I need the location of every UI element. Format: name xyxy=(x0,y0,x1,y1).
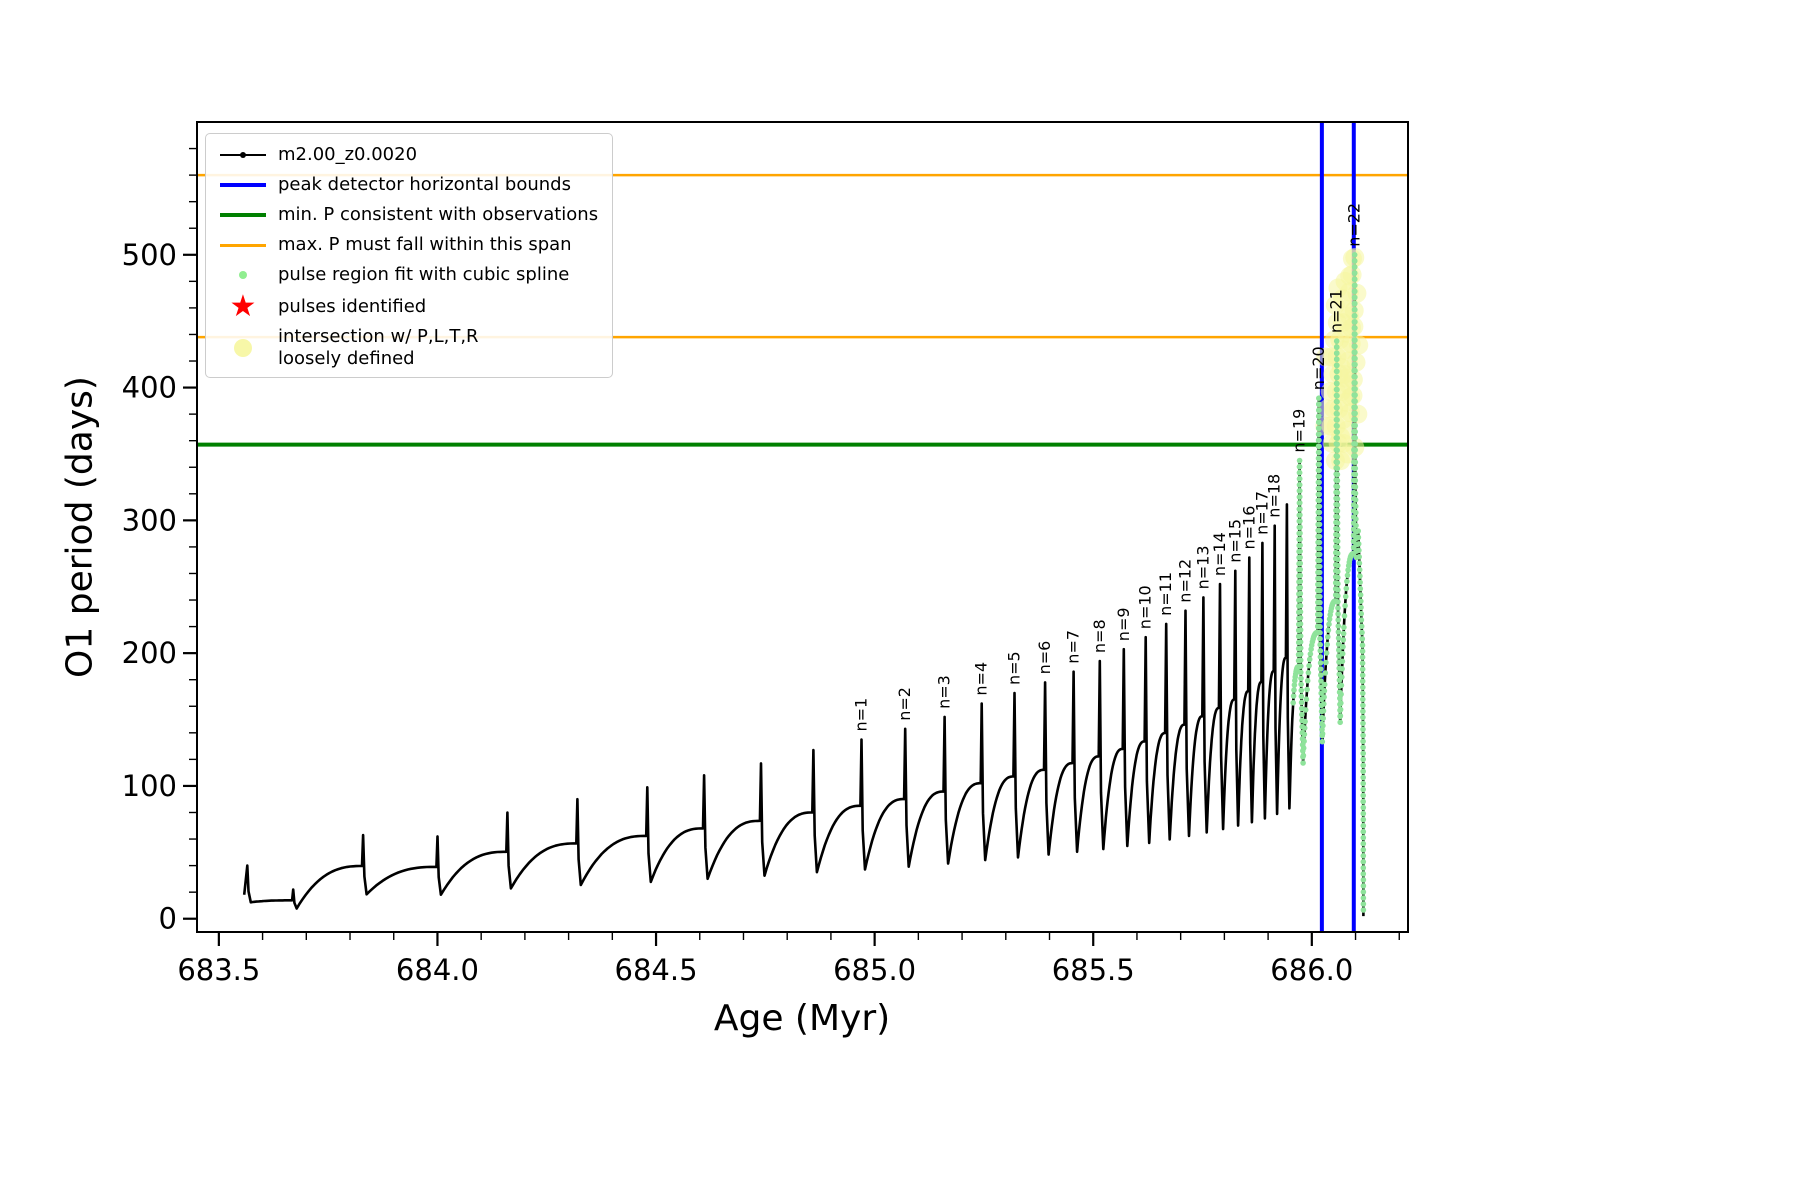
pulse-label: n=4 xyxy=(972,662,991,696)
legend-item-series: m2.00_z0.0020 xyxy=(220,142,598,168)
legend-item-min-p: min. P consistent with observations xyxy=(220,202,598,228)
x-tick-label: 685.5 xyxy=(1052,953,1135,987)
x-tick-label: 684.0 xyxy=(396,953,479,987)
pulse-label: n=9 xyxy=(1114,607,1133,641)
pulse-label: n=22 xyxy=(1345,203,1364,247)
legend: m2.00_z0.0020 peak detector horizontal b… xyxy=(205,133,614,379)
y-tick-label: 200 xyxy=(122,636,177,670)
blue-line-sample-icon xyxy=(220,183,266,187)
series-curve xyxy=(242,253,1365,917)
pulse-label: n=1 xyxy=(852,698,871,732)
spline-fit-dots xyxy=(1290,252,1367,913)
x-tick-label: 684.5 xyxy=(615,953,698,987)
pulse-label: n=21 xyxy=(1327,289,1346,333)
yellow-dot-sample-icon xyxy=(220,338,266,357)
pulse-label: n=6 xyxy=(1035,641,1054,675)
x-tick-label: 685.0 xyxy=(833,953,916,987)
legend-item-max-p: max. P must fall within this span xyxy=(220,232,598,258)
pulse-label: n=2 xyxy=(895,687,914,721)
pulse-label: n=19 xyxy=(1290,409,1309,453)
green-dot-sample-icon xyxy=(220,271,266,279)
plot-spine xyxy=(196,121,1409,933)
pulse-label: n=7 xyxy=(1064,630,1083,664)
pulse-label: n=11 xyxy=(1156,572,1175,616)
legend-item-label: peak detector horizontal bounds xyxy=(278,174,571,196)
x-tick-label: 686.0 xyxy=(1270,953,1353,987)
pulse-label: n=16 xyxy=(1239,506,1258,550)
pulse-label: n=14 xyxy=(1210,532,1229,576)
pulse-label: n=18 xyxy=(1265,474,1284,518)
series-line-sample-icon xyxy=(220,152,266,158)
plot-area xyxy=(242,247,1369,917)
y-tick-label: 0 xyxy=(159,902,177,936)
legend-item-peak-bounds: peak detector horizontal bounds xyxy=(220,172,598,198)
x-axis-label: Age (Myr) xyxy=(713,998,891,1039)
y-tick-label: 300 xyxy=(122,503,177,537)
pulse-label: n=13 xyxy=(1193,545,1212,589)
y-tick-label: 100 xyxy=(122,769,177,803)
orange-line-sample-icon xyxy=(220,243,266,247)
axis-ticks: 683.5 684.0 684.5 685.0 685.5 686.0 0 100 200 300… xyxy=(122,147,1400,987)
pulse-label: n=8 xyxy=(1090,619,1109,653)
legend-item-label: min. P consistent with observations xyxy=(278,204,599,226)
legend-item-intersection: intersection w/ P,L,T,R loosely defined xyxy=(220,326,598,369)
pulse-label: n=15 xyxy=(1225,519,1244,563)
green-line-sample-icon xyxy=(220,213,266,217)
legend-item-label: pulse region fit with cubic spline xyxy=(278,264,570,286)
legend-item-spline: pulse region fit with cubic spline xyxy=(220,262,598,288)
red-star-sample-icon: ★ xyxy=(229,289,257,324)
y-axis-label: O1 period (days) xyxy=(59,376,101,678)
x-tick-label: 683.5 xyxy=(177,953,260,987)
y-tick-label: 500 xyxy=(122,238,177,272)
legend-item-label: max. P must fall within this span xyxy=(278,234,572,256)
pulse-label: n=3 xyxy=(935,675,954,709)
pulse-label: n=17 xyxy=(1252,491,1271,535)
y-tick-label: 400 xyxy=(122,371,177,405)
legend-item-pulses: ★ pulses identified xyxy=(220,292,598,322)
legend-item-label: m2.00_z0.0020 xyxy=(278,144,418,166)
pulse-label: n=20 xyxy=(1309,346,1328,390)
pulse-label: n=10 xyxy=(1136,585,1155,629)
pulse-label: n=5 xyxy=(1005,651,1024,685)
legend-item-label: pulses identified xyxy=(278,296,427,318)
pulse-label: n=12 xyxy=(1176,559,1195,603)
legend-item-label: intersection w/ P,L,T,R loosely defined xyxy=(278,326,479,369)
